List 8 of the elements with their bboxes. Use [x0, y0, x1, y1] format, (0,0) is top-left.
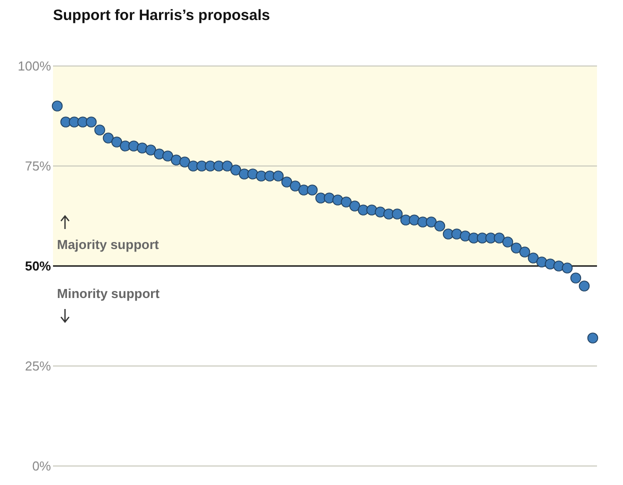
y-tick-label: 75%	[24, 158, 52, 174]
y-tick-label: 25%	[24, 358, 52, 374]
annotation: Minority support	[57, 286, 160, 301]
y-tick-label: 100%	[18, 58, 52, 74]
chart-title: Support for Harris’s proposals	[53, 7, 270, 24]
y-tick-label: 50%	[24, 258, 52, 274]
band-label: Majority support	[57, 237, 160, 252]
y-tick-label: 0%	[32, 458, 52, 474]
